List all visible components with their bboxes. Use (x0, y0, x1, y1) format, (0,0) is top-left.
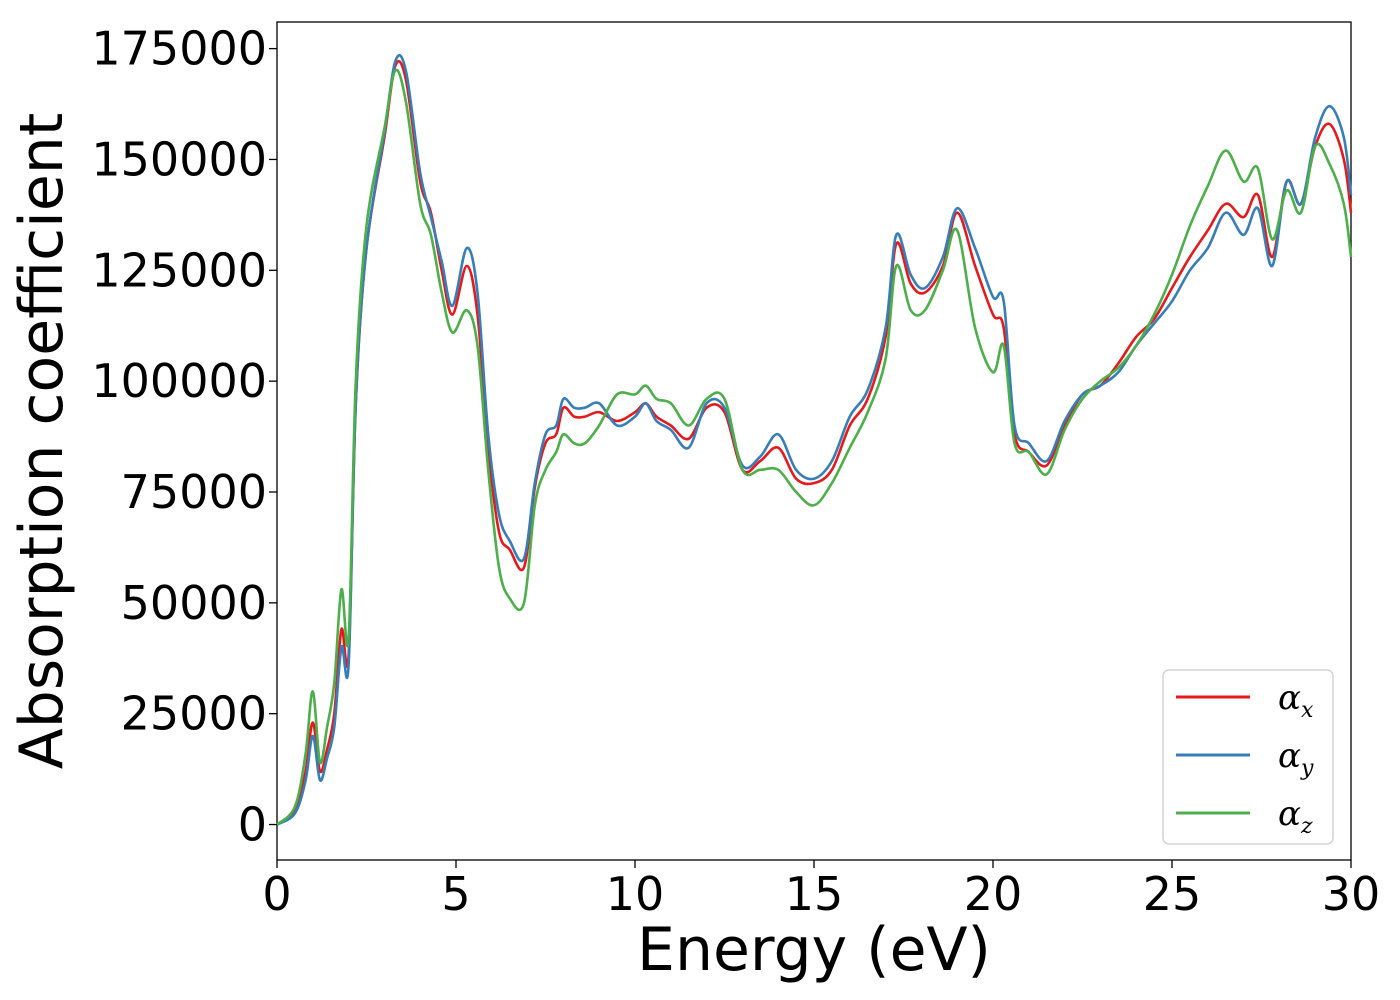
legend-label-x: αx (1278, 678, 1314, 723)
x-tick-label: 15 (785, 867, 844, 921)
x-axis-ticks: 0 5 10 15 20 25 30 (262, 860, 1380, 921)
x-tick-label: 0 (262, 867, 291, 921)
legend-label-z: αz (1278, 794, 1313, 839)
legend-label-sub: z (1300, 814, 1313, 839)
x-tick-label: 10 (606, 867, 665, 921)
y-axis-ticks: 0 25000 50000 75000 100000 125000 150000 175000 (91, 22, 277, 852)
legend-label-main: α (1278, 794, 1301, 834)
y-axis-title: Absorption coefficient (7, 113, 77, 770)
x-tick-label: 20 (964, 867, 1023, 921)
y-tick-label: 75000 (121, 465, 267, 519)
y-tick-label: 50000 (121, 576, 267, 630)
x-axis-title: Energy (eV) (637, 915, 991, 985)
y-tick-label: 175000 (91, 22, 267, 76)
y-tick-label: 125000 (91, 243, 267, 297)
series-line-z (276, 68, 1353, 826)
y-tick-label: 0 (238, 798, 267, 852)
x-tick-label: 30 (1322, 867, 1381, 921)
y-tick-label: 100000 (91, 354, 267, 408)
series-layer (276, 54, 1353, 826)
legend-label-y: αy (1278, 736, 1314, 781)
legend-label-main: α (1278, 678, 1301, 718)
x-tick-label: 5 (441, 867, 470, 921)
legend-label-main: α (1278, 736, 1301, 776)
legend-label-sub: y (1300, 756, 1314, 781)
x-tick-label: 25 (1143, 867, 1202, 921)
legend-label-sub: x (1301, 698, 1314, 723)
y-tick-label: 150000 (91, 132, 267, 186)
y-tick-label: 25000 (121, 687, 267, 741)
legend-box (1162, 669, 1334, 845)
